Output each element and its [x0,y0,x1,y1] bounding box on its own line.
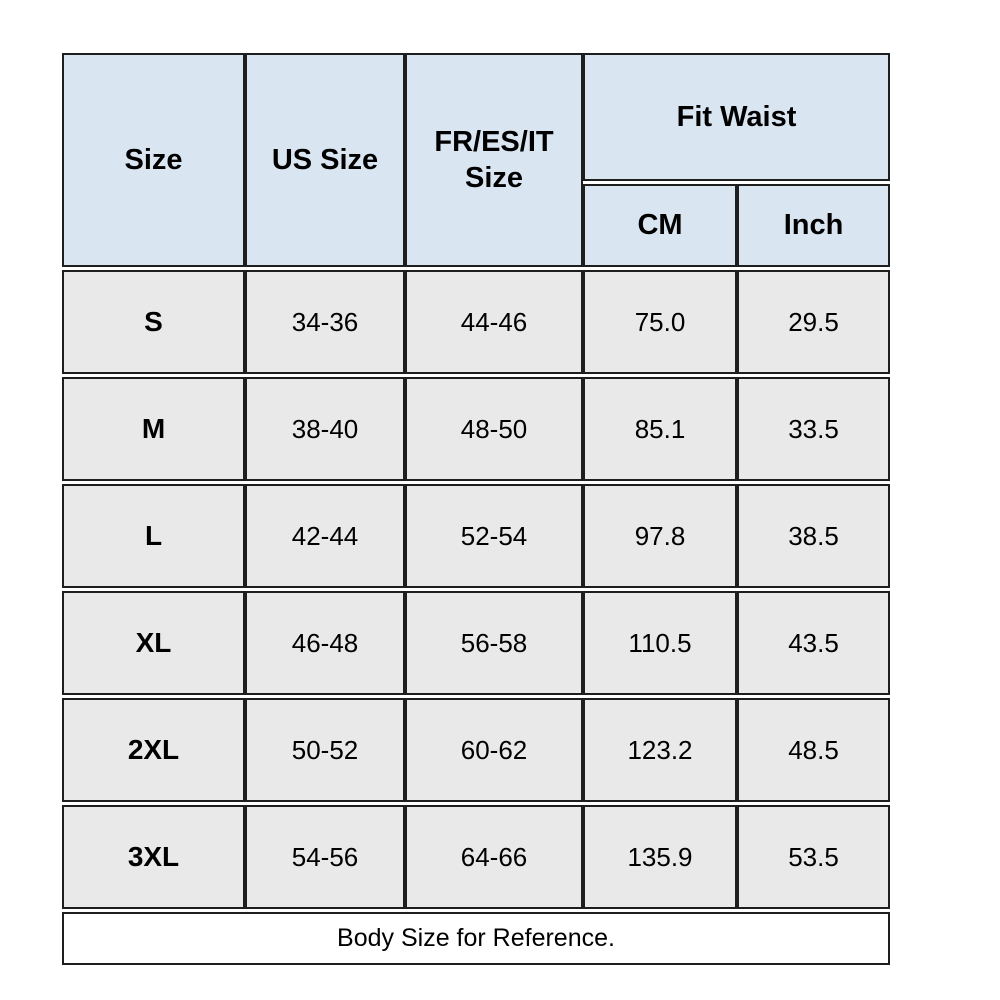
us-size-value: 50-52 [245,698,405,802]
size-chart-table: Size US Size FR/ES/IT Size Fit Waist CM … [62,50,891,968]
footer-note: Body Size for Reference. [62,912,891,965]
header-row-sub: CM Inch [62,184,891,267]
waist-inch-value: 48.5 [737,698,891,802]
header-fit-waist: Fit Waist [583,53,891,181]
header-row-top: Size US Size FR/ES/IT Size Fit Waist [62,53,891,267]
header-cm: CM [583,184,737,267]
waist-inch-value: 33.5 [737,377,891,481]
us-size-value: 34-36 [245,270,405,374]
waist-cm-value: 75.0 [583,270,737,374]
waist-inch-value: 43.5 [737,591,891,695]
footer-row: Body Size for Reference. [62,912,891,965]
us-size-value: 38-40 [245,377,405,481]
fr-es-it-value: 52-54 [405,484,583,588]
waist-cm-value: 110.5 [583,591,737,695]
size-label: S [62,270,245,374]
table-row-2xl: 2XL 50-52 60-62 123.2 48.5 [62,698,891,802]
header-fr-es-it-size: FR/ES/IT Size [405,53,583,267]
size-label: L [62,484,245,588]
table-row-m: M 38-40 48-50 85.1 33.5 [62,377,891,481]
header-inch: Inch [737,184,891,267]
waist-cm-value: 123.2 [583,698,737,802]
table-row-s: S 34-36 44-46 75.0 29.5 [62,270,891,374]
fr-es-it-value: 44-46 [405,270,583,374]
table-row-l: L 42-44 52-54 97.8 38.5 [62,484,891,588]
waist-cm-value: 135.9 [583,805,737,909]
waist-inch-value: 29.5 [737,270,891,374]
waist-inch-value: 38.5 [737,484,891,588]
fr-es-it-value: 60-62 [405,698,583,802]
size-label: M [62,377,245,481]
size-label: XL [62,591,245,695]
us-size-value: 54-56 [245,805,405,909]
table-row-xl: XL 46-48 56-58 110.5 43.5 [62,591,891,695]
waist-inch-value: 53.5 [737,805,891,909]
size-label: 3XL [62,805,245,909]
us-size-value: 46-48 [245,591,405,695]
size-label: 2XL [62,698,245,802]
waist-cm-value: 85.1 [583,377,737,481]
fr-es-it-value: 64-66 [405,805,583,909]
header-size: Size [62,53,245,267]
header-us-size: US Size [245,53,405,267]
fr-es-it-value: 48-50 [405,377,583,481]
us-size-value: 42-44 [245,484,405,588]
table-row-3xl: 3XL 54-56 64-66 135.9 53.5 [62,805,891,909]
fr-es-it-value: 56-58 [405,591,583,695]
waist-cm-value: 97.8 [583,484,737,588]
